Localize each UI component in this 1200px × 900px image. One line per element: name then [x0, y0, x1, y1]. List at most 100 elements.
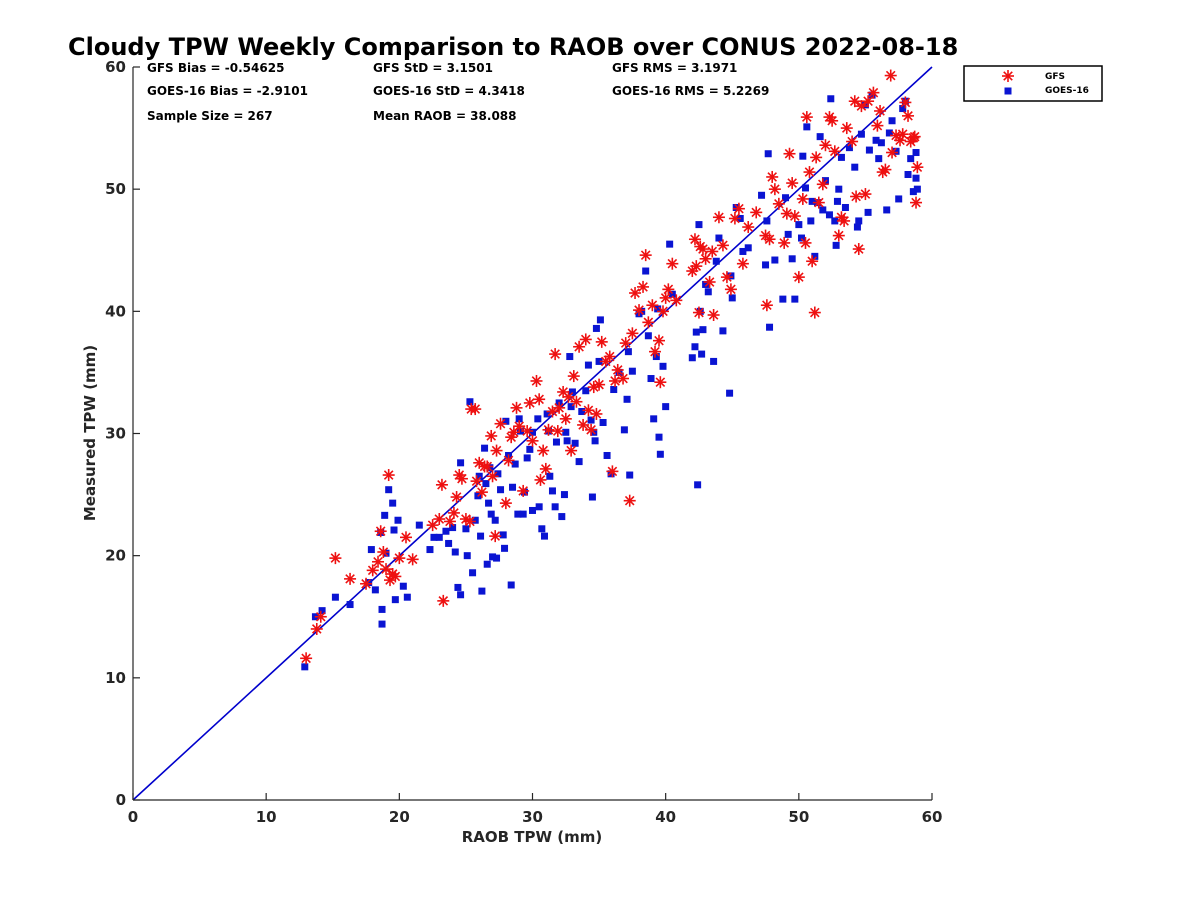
gfs-point	[329, 552, 342, 565]
x-tick-label: 60	[922, 808, 943, 826]
goes-point	[543, 410, 551, 418]
gfs-point	[803, 166, 816, 179]
gfs-point	[389, 570, 402, 583]
goes-point	[475, 472, 483, 480]
goes-point	[502, 417, 510, 425]
gfs-point	[485, 429, 498, 442]
gfs-point	[489, 530, 502, 543]
goes-point	[875, 155, 883, 163]
gfs-point	[459, 513, 472, 526]
gfs-point	[314, 610, 327, 623]
gfs-point	[526, 434, 539, 447]
goes-point	[462, 525, 470, 533]
gfs-point	[796, 192, 809, 205]
gfs-point	[879, 163, 892, 176]
goes-point	[415, 521, 423, 529]
goes-point	[499, 531, 507, 539]
gfs-point	[629, 287, 642, 300]
goes-point	[399, 582, 407, 590]
goes-point	[739, 247, 747, 255]
gfs-point	[848, 95, 861, 108]
gfs-point	[852, 243, 865, 256]
goes-point	[779, 295, 787, 303]
gfs-point	[382, 469, 395, 482]
goes-point	[883, 206, 891, 214]
goes-point	[698, 350, 706, 358]
gfs-point	[766, 170, 779, 183]
goes-point	[318, 607, 326, 615]
chart-title: Cloudy TPW Weekly Comparison to RAOB ove…	[68, 33, 958, 61]
goes-point	[538, 525, 546, 533]
legend-gfs-marker	[1002, 70, 1014, 82]
goes-point	[567, 403, 575, 411]
gfs-point	[623, 494, 636, 507]
goes-point	[647, 375, 655, 383]
stats-block: GFS Bias = -0.54625 GOES-16 Bias = -2.91…	[147, 61, 769, 123]
goes-point	[819, 206, 827, 214]
x-axis-label: RAOB TPW (mm)	[462, 828, 603, 846]
goes-point	[478, 587, 486, 595]
gfs-point	[399, 531, 412, 544]
goes-point	[638, 307, 646, 315]
goes-point	[551, 503, 559, 511]
goes-point	[827, 95, 835, 103]
goes-point	[797, 234, 805, 242]
goes-point	[519, 510, 527, 518]
goes-point	[442, 527, 450, 535]
y-tick-label: 40	[105, 302, 126, 320]
mean-raob-stat: Mean RAOB = 38.088	[373, 109, 517, 123]
gfs-point	[463, 515, 476, 528]
gfs-point	[654, 376, 667, 389]
goes-point	[732, 203, 740, 211]
goes-point	[704, 288, 712, 296]
gfs-point	[874, 104, 887, 117]
goes-point	[445, 539, 453, 547]
goes-point	[381, 511, 389, 519]
goes-point	[899, 105, 907, 113]
goes-point	[795, 221, 803, 229]
gfs-point	[832, 229, 845, 242]
goes-point	[892, 147, 900, 155]
goes-point	[811, 252, 819, 260]
goes-point	[782, 194, 790, 202]
goes-point	[662, 403, 670, 411]
gfs-rms-stat: GFS RMS = 3.1971	[612, 61, 737, 75]
goes-point	[912, 174, 920, 182]
goes-point	[529, 506, 536, 514]
legend-gfs-label: GFS	[1045, 72, 1065, 82]
gfs-point	[344, 572, 357, 585]
gfs-point	[819, 139, 832, 152]
goes-point	[378, 605, 386, 613]
series-layer	[132, 66, 933, 801]
gfs-point	[533, 393, 546, 406]
gfs-point	[551, 425, 564, 438]
gfs-point	[855, 100, 868, 113]
goes-point	[791, 295, 799, 303]
gfs-point	[806, 255, 819, 268]
gfs-point	[450, 491, 463, 504]
goes-point	[845, 144, 853, 152]
goes-point	[591, 437, 599, 445]
goes-std-stat: GOES-16 StD = 4.3418	[373, 84, 525, 98]
goes-point	[562, 428, 570, 436]
gfs-point	[377, 546, 390, 559]
goes-point	[909, 188, 917, 196]
goes-point	[895, 195, 903, 203]
goes-point	[610, 386, 618, 394]
goes-point	[801, 184, 809, 192]
gfs-point	[696, 243, 709, 256]
goes-point	[566, 353, 574, 361]
goes-point	[457, 591, 465, 599]
gfs-point	[810, 151, 823, 164]
gfs-point	[577, 418, 590, 431]
goes-point	[816, 133, 824, 141]
legend-goes-label: GOES-16	[1045, 86, 1089, 96]
gfs-point	[611, 363, 624, 376]
goes-point	[371, 586, 379, 594]
gfs-point	[859, 188, 872, 201]
gfs-point	[724, 283, 737, 296]
goes-point	[837, 153, 845, 161]
goes-point	[807, 217, 815, 225]
gfs-point	[786, 177, 799, 190]
gfs-point	[447, 506, 460, 519]
